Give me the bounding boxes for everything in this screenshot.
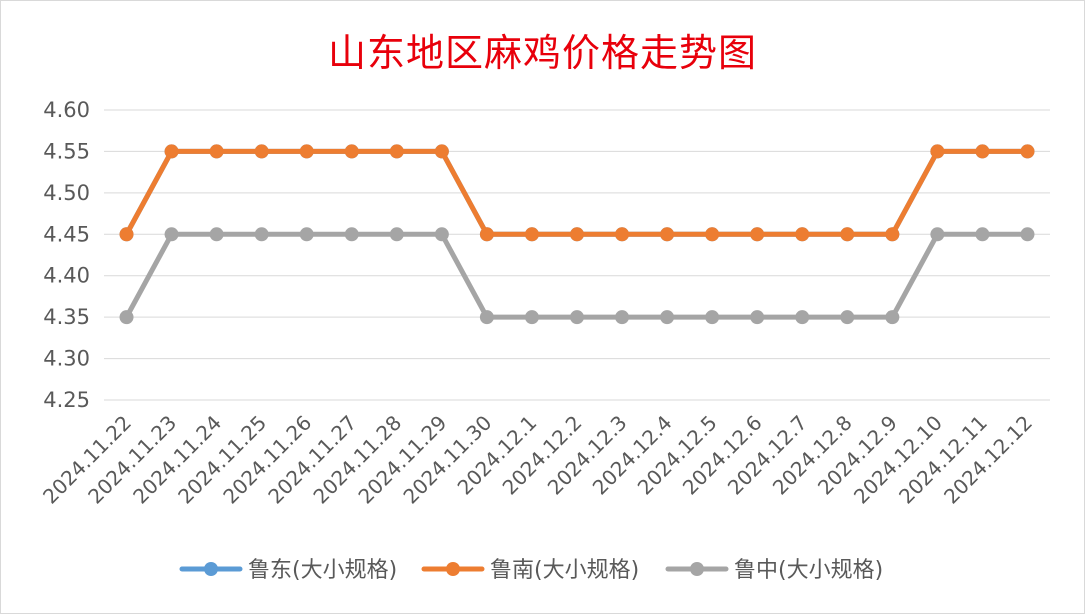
- data-point: [570, 227, 584, 242]
- data-point: [164, 144, 179, 159]
- data-point: [705, 227, 720, 242]
- y-tick-label: 4.35: [43, 305, 90, 329]
- data-point: [479, 227, 494, 242]
- data-point: [750, 310, 765, 325]
- data-point: [615, 227, 630, 242]
- legend-item: 鲁东(大小规格): [179, 558, 397, 583]
- data-point: [660, 227, 675, 242]
- data-point: [1020, 227, 1035, 242]
- data-point: [344, 227, 359, 242]
- data-point: [479, 310, 494, 325]
- chart-title: 山东地区麻鸡价格走势图: [327, 31, 757, 75]
- data-point: [840, 310, 855, 325]
- data-point: [164, 227, 179, 242]
- data-point: [750, 227, 765, 242]
- y-tick-label: 4.60: [43, 98, 90, 122]
- legend-swatch-marker: [690, 562, 704, 576]
- data-point: [524, 227, 539, 242]
- data-point: [930, 227, 945, 242]
- data-point: [389, 144, 404, 159]
- series-2: [119, 227, 1035, 325]
- legend-item: 鲁中(大小规格): [665, 558, 883, 583]
- y-tick-label: 4.25: [43, 388, 90, 412]
- legend-label: 鲁东(大小规格): [248, 558, 397, 583]
- data-point: [209, 227, 224, 242]
- data-point: [570, 310, 584, 325]
- data-point: [254, 144, 269, 159]
- series-1: [119, 144, 1035, 242]
- y-tick-label: 4.30: [43, 347, 90, 371]
- x-axis: 2024.11.222024.11.232024.11.242024.11.25…: [38, 411, 1037, 509]
- data-point: [705, 310, 720, 325]
- data-point: [254, 227, 269, 242]
- y-axis: 4.60 4.55 4.50 4.45 4.40 4.35 4.30 4.25: [43, 98, 90, 412]
- data-point: [119, 310, 134, 325]
- y-tick-label: 4.55: [43, 139, 90, 163]
- data-point: [795, 310, 810, 325]
- data-point: [389, 227, 404, 242]
- series-group: [119, 144, 1035, 325]
- data-point: [434, 227, 449, 242]
- data-point: [299, 227, 314, 242]
- data-point: [930, 144, 945, 159]
- data-point: [344, 144, 359, 159]
- data-point: [795, 227, 810, 242]
- data-point: [119, 227, 134, 242]
- data-point: [434, 144, 449, 159]
- y-tick-label: 4.40: [43, 264, 90, 288]
- legend-label: 鲁中(大小规格): [734, 558, 883, 583]
- data-point: [615, 310, 630, 325]
- data-point: [975, 227, 990, 242]
- legend-swatch-marker: [446, 562, 460, 576]
- data-point: [209, 144, 224, 159]
- data-point: [885, 227, 900, 242]
- data-point: [524, 310, 539, 325]
- legend-swatch-marker: [204, 562, 218, 576]
- y-tick-label: 4.50: [43, 181, 90, 205]
- legend-label: 鲁南(大小规格): [490, 558, 639, 583]
- legend-item: 鲁南(大小规格): [421, 558, 639, 583]
- data-point: [885, 310, 900, 325]
- data-point: [1020, 144, 1035, 159]
- data-point: [840, 227, 855, 242]
- legend: 鲁东(大小规格) 鲁南(大小规格) 鲁中(大小规格): [179, 558, 883, 583]
- data-point: [975, 144, 990, 159]
- y-tick-label: 4.45: [43, 222, 90, 246]
- data-point: [299, 144, 314, 159]
- data-point: [660, 310, 675, 325]
